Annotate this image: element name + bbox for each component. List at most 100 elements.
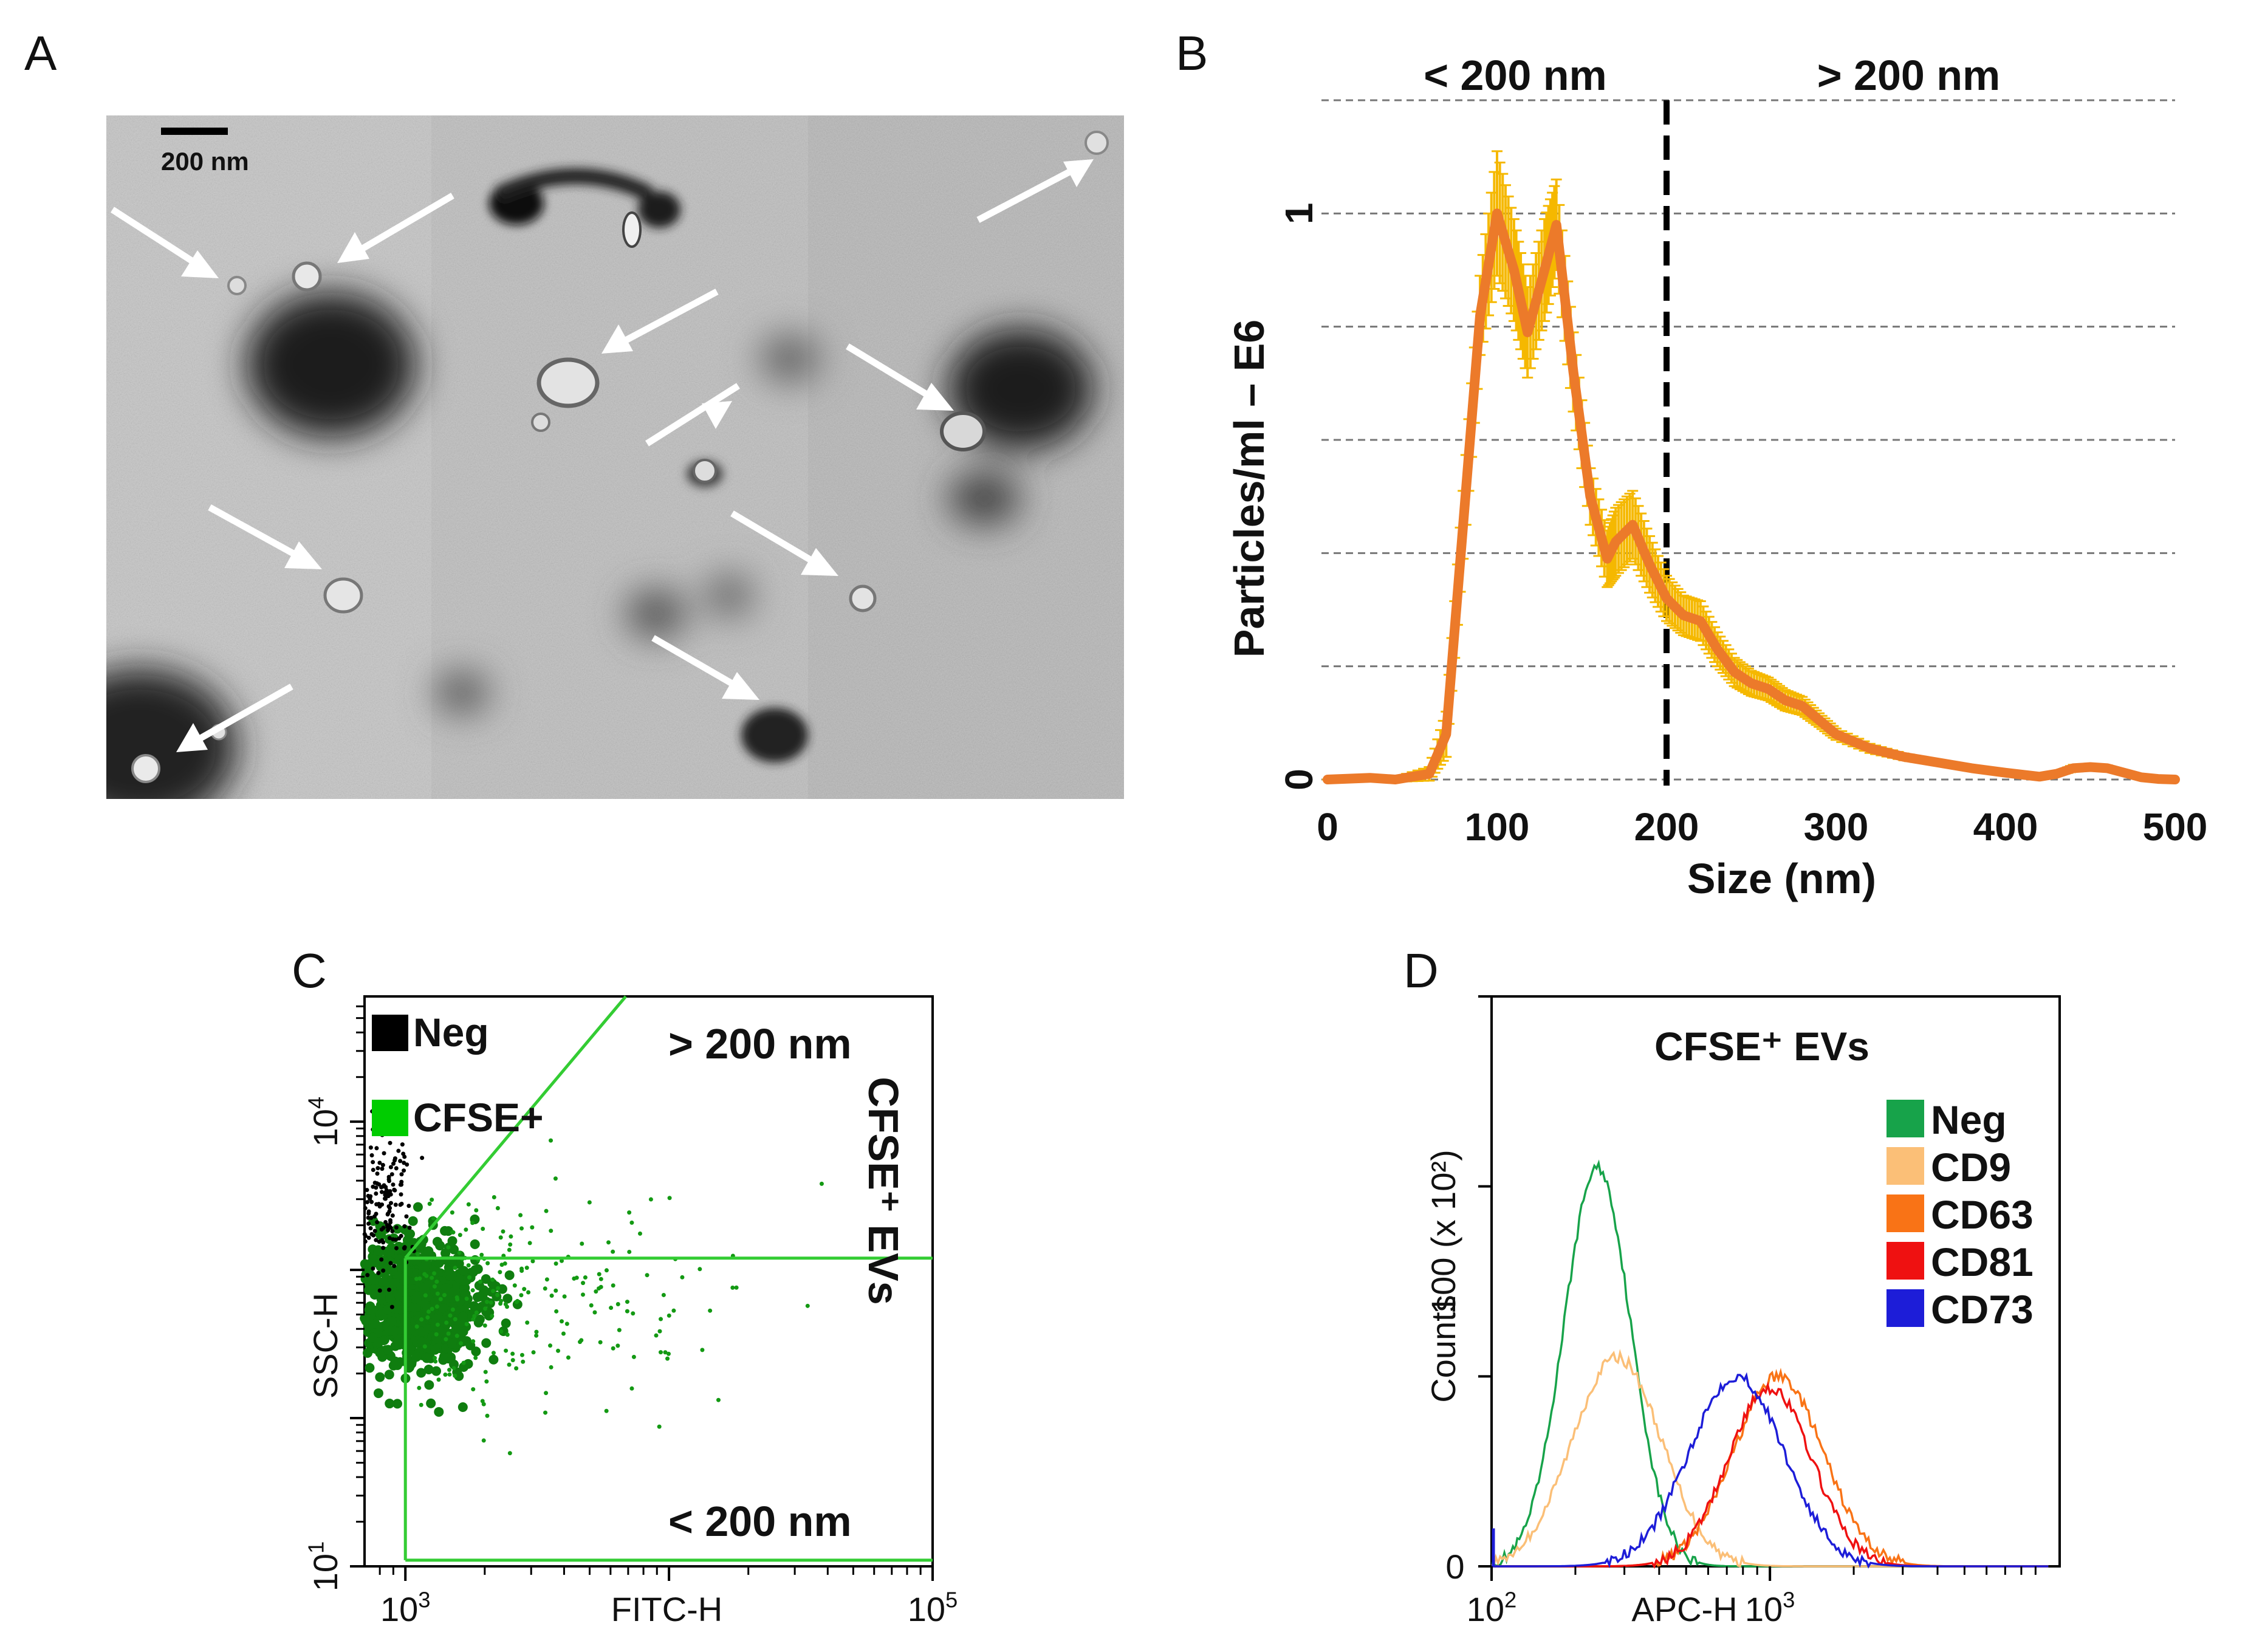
- scatter-point-cfse: [431, 1366, 442, 1376]
- scatter-point-cfse: [499, 1298, 504, 1303]
- scatter-point-cfse: [560, 1258, 564, 1263]
- scatter-point-cfse: [490, 1277, 495, 1282]
- scatter-point-cfse: [375, 1230, 385, 1240]
- scatter-point-cfse: [501, 1318, 511, 1328]
- scatter-point-cfse: [498, 1235, 503, 1240]
- scatter-point-cfse: [501, 1229, 505, 1234]
- scatter-point-cfse: [509, 1234, 513, 1239]
- scatter-point-cfse: [734, 1285, 739, 1290]
- y-tick-label-zero: 0: [1445, 1547, 1464, 1586]
- scatter-point-cfse: [376, 1294, 386, 1304]
- scatter-point-neg: [405, 1162, 410, 1167]
- legend-label-cd81: CD81: [1931, 1239, 2034, 1284]
- scatter-point-cfse: [432, 1236, 442, 1247]
- scatter-point-cfse: [396, 1259, 406, 1269]
- x-tick-label: 300: [1804, 805, 1869, 849]
- scatter-point-neg: [382, 1196, 387, 1201]
- scatter-point-cfse: [466, 1263, 471, 1268]
- scatter-point-cfse: [657, 1329, 662, 1334]
- scatter-point-cfse: [583, 1275, 588, 1280]
- scatter-point-neg: [384, 1188, 389, 1193]
- scatter-point-cfse: [645, 1273, 649, 1278]
- scatter-point-cfse: [464, 1321, 469, 1326]
- scatter-point-cfse: [472, 1314, 477, 1318]
- scatter-point-cfse: [553, 1288, 558, 1293]
- scatter-point-neg: [394, 1246, 399, 1250]
- scatter-point-cfse: [430, 1198, 434, 1202]
- scatter-point-cfse: [530, 1259, 535, 1264]
- scatter-point-cfse: [589, 1303, 594, 1308]
- scatter-point-cfse: [625, 1300, 629, 1304]
- scatter-point-cfse: [560, 1319, 564, 1324]
- scatter-point-cfse: [631, 1354, 636, 1359]
- legend-swatch-neg: [1886, 1100, 1924, 1137]
- scatter-point-cfse: [425, 1353, 436, 1363]
- scatter-point-cfse: [365, 1258, 375, 1269]
- scatter-point-cfse: [365, 1363, 375, 1373]
- scatter-point-cfse: [447, 1372, 452, 1377]
- scatter-point-cfse: [659, 1317, 663, 1321]
- scatter-point-cfse: [434, 1332, 439, 1337]
- x-tick-label: 105: [908, 1588, 958, 1628]
- scatter-point-cfse: [481, 1274, 491, 1284]
- scatter-point-cfse: [417, 1276, 422, 1281]
- histogram-curve-cd73: [1492, 1372, 2049, 1569]
- micrograph-panel: 200 nm: [106, 115, 1124, 799]
- scatter-point-neg: [407, 1225, 412, 1230]
- scatter-point-cfse: [423, 1293, 428, 1298]
- histogram-curve-cd63: [1492, 1368, 2049, 1569]
- scatter-point-neg: [372, 1181, 377, 1185]
- scatter-point-cfse: [474, 1310, 479, 1315]
- x-tick-label: 103: [1745, 1588, 1795, 1628]
- scatter-point-neg: [391, 1161, 396, 1166]
- scatter-point-neg: [388, 1261, 393, 1266]
- scatter-point-neg: [398, 1159, 403, 1164]
- scatter-point-neg: [374, 1202, 379, 1207]
- y-axis-label: Particles/ml – E6: [1225, 320, 1273, 657]
- scatter-point-cfse: [471, 1339, 476, 1344]
- y-axis-label: SSC-H: [306, 1293, 344, 1399]
- scatter-point-cfse: [611, 1346, 615, 1351]
- gate-diagonal: [404, 995, 627, 1260]
- legend-swatch-cd63: [1886, 1194, 1924, 1232]
- scatter-point-cfse: [556, 1348, 561, 1353]
- scatter-point-cfse: [422, 1259, 432, 1269]
- scatter-point-cfse: [392, 1399, 403, 1409]
- scatter-point-cfse: [572, 1276, 577, 1281]
- scatter-point-cfse: [419, 1402, 423, 1407]
- scatter-point-cfse: [386, 1326, 396, 1336]
- scatter-point-cfse: [414, 1324, 419, 1329]
- scatter-point-cfse: [446, 1331, 451, 1336]
- scatter-point-neg: [371, 1184, 375, 1189]
- scatter-point-neg: [394, 1166, 399, 1171]
- scatter-point-neg: [380, 1162, 385, 1167]
- scatter-point-cfse: [470, 1288, 475, 1293]
- scatter-point-cfse: [611, 1283, 615, 1288]
- scatter-point-cfse: [492, 1195, 496, 1200]
- scatter-point-cfse: [507, 1451, 512, 1456]
- scatter-point-cfse: [498, 1270, 502, 1275]
- scatter-point-neg: [376, 1270, 381, 1275]
- scatter-point-cfse: [478, 1279, 482, 1284]
- scatter-point-neg: [390, 1229, 395, 1234]
- scatter-point-cfse: [654, 1333, 659, 1338]
- scatter-point-neg: [375, 1171, 380, 1176]
- scatter-point-cfse: [479, 1252, 484, 1257]
- scatter-point-neg: [366, 1235, 371, 1240]
- scatter-point-cfse: [459, 1362, 469, 1373]
- scatter-point-neg: [377, 1288, 382, 1293]
- scatter-point-cfse: [531, 1350, 536, 1355]
- scatter-point-cfse: [481, 1338, 492, 1348]
- scatter-point-neg: [401, 1151, 406, 1156]
- scatter-point-neg: [387, 1236, 392, 1241]
- scatter-point-cfse: [402, 1267, 413, 1277]
- scatter-point-neg: [380, 1167, 385, 1171]
- scatter-point-cfse: [434, 1279, 439, 1284]
- scatter-point-cfse: [447, 1368, 452, 1373]
- region-label-small: < 200 nm: [1424, 52, 1607, 99]
- scatter-point-cfse: [373, 1246, 383, 1256]
- panel-label-b: B: [1176, 26, 1208, 80]
- scatter-point-neg: [388, 1201, 393, 1205]
- scatter-point-cfse: [434, 1304, 439, 1309]
- scatter-point-cfse: [378, 1277, 388, 1287]
